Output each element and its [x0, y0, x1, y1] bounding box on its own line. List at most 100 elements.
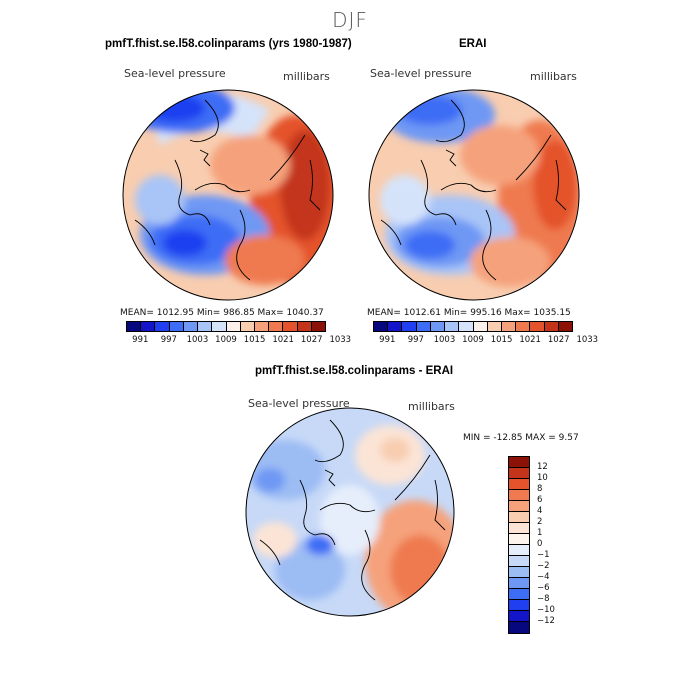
colorbar-swatch	[416, 322, 431, 331]
colorbar-tick-label: 997	[160, 335, 177, 345]
colorbar-swatch	[430, 322, 446, 331]
colorbar-swatch	[544, 322, 559, 331]
map-erai-coastlines	[380, 99, 567, 281]
map-erai-siberian-high	[498, 120, 579, 280]
panel-difference-units: millibars	[408, 400, 455, 413]
colorbar-swatch	[558, 322, 573, 331]
colorbar-tick-label: 1027	[300, 335, 323, 345]
colorbar-tick-label: 1027	[547, 335, 570, 345]
colorbar-swatch	[509, 611, 529, 622]
map-model-icelandic-low	[140, 195, 270, 275]
colorbar-swatch	[459, 322, 474, 331]
colorbar-swatch	[509, 490, 529, 501]
map-model-aleutian-low	[125, 90, 235, 133]
colorbar-erai	[373, 321, 573, 332]
map-difference-outline	[245, 407, 455, 617]
colorbar-tick-label: 1015	[490, 335, 513, 345]
colorbar-tick-label: 1033	[329, 335, 352, 345]
colorbar-swatch	[226, 322, 241, 331]
colorbar-tick-label: 12	[537, 462, 548, 472]
panel-erai-stats: MEAN= 1012.61 Min= 995.16 Max= 1035.15	[367, 308, 571, 318]
colorbar-tick-label: 0	[537, 539, 543, 549]
map-erai-outline	[368, 89, 580, 301]
map-difference-background	[246, 408, 454, 616]
colorbar-swatch	[297, 322, 312, 331]
map-erai-background	[369, 90, 579, 300]
colorbar-tick-label: 1	[537, 528, 543, 538]
colorbar-swatch	[509, 556, 529, 567]
colorbar-swatch	[141, 322, 156, 331]
colorbar-swatch	[509, 545, 529, 556]
map-model-coastlines	[134, 99, 321, 281]
colorbar-swatch	[198, 322, 213, 331]
colorbar-swatch	[254, 322, 270, 331]
colorbar-tick-label: 1015	[243, 335, 266, 345]
colorbar-tick-label: −10	[537, 605, 555, 615]
colorbar-swatch	[530, 322, 545, 331]
colorbar-swatch	[501, 322, 517, 331]
map-model-siberian-high	[250, 115, 333, 285]
colorbar-tick-label: 4	[537, 506, 543, 516]
panel-difference-title: pmfT.fhist.se.l58.colinparams - ERAI	[255, 365, 454, 377]
colorbar-tick-label: −12	[537, 616, 555, 626]
colorbar-tick-label: −4	[537, 572, 550, 582]
map-model-outline	[122, 89, 334, 301]
colorbar-tick-label: 10	[537, 473, 548, 483]
colorbar-difference	[508, 456, 530, 634]
colorbar-swatch	[240, 322, 255, 331]
colorbar-swatch	[155, 322, 170, 331]
map-difference-coastlines	[259, 419, 446, 601]
panel-difference-field-label: Sea-level pressure	[248, 397, 350, 410]
colorbar-swatch	[509, 567, 529, 578]
map-erai-slp	[369, 90, 579, 300]
colorbar-swatch	[509, 600, 529, 611]
colorbar-swatch	[509, 523, 529, 534]
colorbar-tick-label: 991	[379, 335, 396, 345]
colorbar-tick-label: 8	[537, 484, 543, 494]
colorbar-tick-label: 1021	[519, 335, 541, 345]
colorbar-tick-label: −6	[537, 583, 550, 593]
colorbar-swatch	[283, 322, 298, 331]
colorbar-swatch	[516, 322, 531, 331]
colorbar-swatch	[183, 322, 199, 331]
colorbar-tick-label: 1009	[462, 335, 484, 345]
colorbar-swatch	[402, 322, 417, 331]
colorbar-swatch	[509, 501, 529, 512]
colorbar-swatch	[509, 534, 529, 545]
colorbar-tick-label: 1033	[576, 335, 599, 345]
season-title: DJF	[332, 8, 368, 32]
colorbar-tick-label: 1009	[215, 335, 237, 345]
colorbar-tick-label: −2	[537, 561, 550, 571]
colorbar-tick-label: −1	[537, 550, 550, 560]
colorbar-tick-label: −8	[537, 594, 550, 604]
colorbar-swatch	[445, 322, 460, 331]
map-difference-positive-region	[365, 500, 454, 616]
colorbar-tick-label: 6	[537, 495, 543, 505]
map-model-pacific-band	[150, 92, 270, 145]
panel-model-stats: MEAN= 1012.95 Min= 986.85 Max= 1040.37	[120, 308, 324, 318]
colorbar-swatch	[509, 512, 529, 523]
colorbar-swatch	[509, 479, 529, 490]
colorbar-tick-label: 991	[132, 335, 149, 345]
colorbar-swatch	[127, 322, 142, 331]
panel-erai-field-label: Sea-level pressure	[370, 67, 472, 80]
map-model-slp	[123, 90, 333, 300]
colorbar-tick-label: 997	[407, 335, 424, 345]
colorbar-swatch	[269, 322, 284, 331]
colorbar-swatch	[509, 457, 529, 468]
colorbar-model	[126, 321, 326, 332]
colorbar-swatch	[169, 322, 184, 331]
colorbar-tick-label: 1003	[186, 335, 209, 345]
panel-difference-stats: MIN = -12.85 MAX = 9.57	[463, 433, 579, 443]
panel-model-field-label: Sea-level pressure	[124, 67, 226, 80]
colorbar-tick-label: 1003	[433, 335, 456, 345]
panel-erai-units: millibars	[530, 70, 577, 83]
colorbar-swatch	[388, 322, 403, 331]
map-difference-negative-region	[246, 440, 325, 500]
colorbar-swatch	[487, 322, 502, 331]
panel-erai-title: ERAI	[459, 38, 487, 50]
map-model-background	[123, 90, 333, 300]
panel-model-title: pmfT.fhist.se.l58.colinparams (yrs 1980-…	[105, 38, 352, 50]
map-difference-slp	[246, 408, 454, 616]
